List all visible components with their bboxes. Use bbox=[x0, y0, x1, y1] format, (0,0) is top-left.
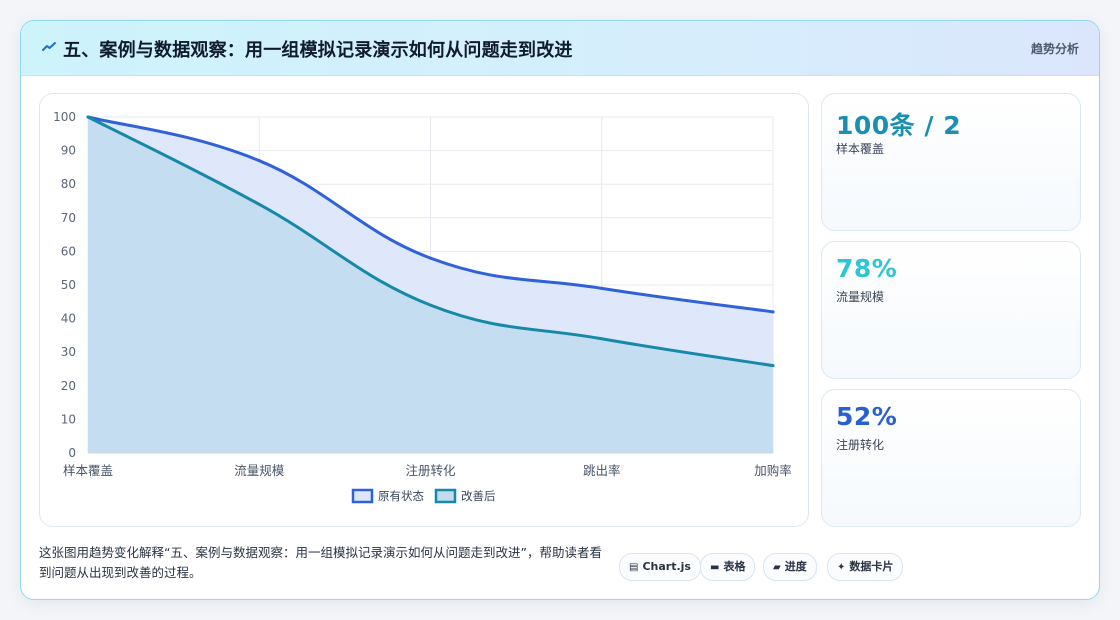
data-point bbox=[771, 310, 775, 314]
data-point bbox=[429, 303, 432, 307]
data-point bbox=[257, 159, 261, 163]
y-tick-label: 70 bbox=[61, 211, 76, 225]
stat-card-sample: 100条 / 2 样本覆盖 bbox=[821, 93, 1081, 231]
x-tick-label: 跳出率 bbox=[583, 463, 621, 478]
pill-data-card[interactable]: ✦ 数据卡片 bbox=[827, 553, 904, 581]
legend-swatch-0 bbox=[351, 488, 374, 504]
stat-card-traffic: 78% 流量规模 bbox=[821, 241, 1081, 379]
data-point bbox=[600, 337, 604, 341]
y-tick-label: 100 bbox=[53, 110, 76, 124]
series-area-1 bbox=[88, 117, 773, 453]
y-tick-label: 30 bbox=[61, 345, 76, 359]
stat-value: 78% bbox=[836, 254, 898, 283]
trend-icon bbox=[42, 42, 56, 51]
pill-chartjs[interactable]: ▤ Chart.js bbox=[619, 553, 701, 581]
chart-panel: 0 10 20 30 40 50 60 70 80 90 100 样本覆盖 流量规模 注册转化 跳出率 加购率… bbox=[39, 93, 809, 527]
legend-swatch-1 bbox=[434, 488, 457, 504]
y-tick-label: 10 bbox=[61, 412, 76, 426]
pill-table[interactable]: ▬ 表格 bbox=[700, 553, 756, 581]
y-tick-label: 0 bbox=[68, 446, 76, 460]
stat-value: 52% bbox=[836, 402, 898, 431]
pill-progress[interactable]: ▰ 进度 bbox=[763, 553, 817, 581]
y-tick-label: 50 bbox=[61, 278, 76, 292]
table-icon: ▬ bbox=[710, 562, 720, 573]
y-tick-label: 60 bbox=[61, 244, 76, 258]
page-title: 五、案例与数据观察：用一组模拟记录演示如何从问题走到改进 bbox=[63, 40, 573, 61]
sparkle-icon: ✦ bbox=[837, 562, 846, 573]
y-tick-label: 90 bbox=[61, 144, 76, 158]
pill-label: Chart.js bbox=[642, 560, 691, 573]
line-area-chart: 0 10 20 30 40 50 60 70 80 90 100 样本覆盖 流量规模 注册转化 跳出率 加购率… bbox=[53, 110, 792, 504]
stat-card-signup: 52% 注册转化 bbox=[821, 389, 1081, 527]
x-tick-label: 样本覆盖 bbox=[63, 463, 113, 478]
data-point bbox=[86, 115, 90, 119]
stat-label: 流量规模 bbox=[836, 290, 885, 304]
y-tick-label: 40 bbox=[61, 312, 76, 326]
chart-caption: 这张图用趋势变化解释“五、案例与数据观察：用一组模拟记录演示如何从问题走到改进”… bbox=[39, 545, 602, 580]
data-point bbox=[257, 202, 261, 206]
pill-label: 表格 bbox=[723, 560, 746, 573]
data-point bbox=[771, 364, 775, 368]
x-tick-label: 注册转化 bbox=[405, 463, 456, 478]
y-tick-label: 20 bbox=[61, 379, 76, 393]
legend-label-1: 改善后 bbox=[461, 489, 496, 503]
data-point bbox=[429, 256, 432, 260]
card-header: 五、案例与数据观察：用一组模拟记录演示如何从问题走到改进 趋势分析 bbox=[21, 21, 1099, 76]
x-tick-label: 加购率 bbox=[754, 463, 792, 478]
stat-value: 100条 / 2 bbox=[836, 111, 962, 140]
pill-label: 数据卡片 bbox=[849, 560, 894, 573]
legend-label-0: 原有状态 bbox=[378, 489, 424, 503]
stat-label: 注册转化 bbox=[836, 438, 885, 452]
stat-label: 样本覆盖 bbox=[836, 142, 885, 156]
header-tag: 趋势分析 bbox=[1030, 42, 1079, 56]
y-tick-label: 80 bbox=[61, 177, 76, 191]
data-point bbox=[600, 286, 604, 290]
pill-label: 进度 bbox=[784, 560, 807, 573]
x-tick-label: 流量规模 bbox=[234, 463, 285, 478]
main-card: 五、案例与数据观察：用一组模拟记录演示如何从问题走到改进 趋势分析 0 10 20 3… bbox=[20, 20, 1100, 600]
chart-icon: ▤ bbox=[629, 562, 639, 573]
progress-icon: ▰ bbox=[773, 562, 781, 573]
